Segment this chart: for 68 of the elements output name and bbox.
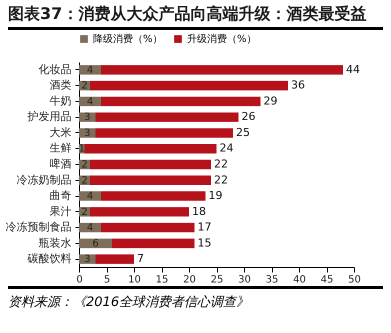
x-tick-label: 15 [156,274,168,286]
y-tick-label: 酒类 [50,78,72,92]
y-tick-label: 冷冻预制食品 [6,220,72,234]
x-tick-label: 40 [293,274,306,286]
y-tick-label: 牛奶 [50,94,72,108]
text: 资料来源：《2016全球消费者信心调查》 [8,286,383,311]
x-tick-label: 50 [348,274,361,286]
x-tick-label: 25 [210,274,224,286]
data-label: 1 [78,144,85,155]
data-label: 15 [198,236,212,250]
data-label: 36 [291,78,305,92]
bar [101,191,206,201]
data-label: 17 [198,220,212,234]
x-tick-label: 35 [266,274,278,286]
bar [79,238,112,248]
data-label: 2 [81,80,88,92]
bar [90,160,211,170]
bar [96,112,238,122]
y-tick-label: 生鲜 [50,142,72,155]
data-label: 2 [81,175,88,186]
x-tick-label: 5 [104,274,110,286]
y-tick-label: 冷冻奶制品 [16,173,72,186]
y-tick-label: 曲奇 [50,189,72,202]
bar [101,65,343,75]
legend-label: 升级消费（%） [187,33,257,45]
data-label: 2 [81,160,88,170]
data-label: 22 [214,173,228,186]
data-label: 4 [86,96,94,108]
data-label: 3 [84,128,90,139]
x-tick-label: 30 [238,274,251,286]
data-label: 2 [81,206,88,218]
data-label: 4 [86,191,94,202]
bar [90,80,288,90]
chart-title: 图表37：消费从大众产品向高端升级：酒类最受益 [8,4,383,30]
bar [96,254,134,264]
bar [90,207,189,217]
x-tick-label: 0 [76,274,83,286]
bar [96,128,233,138]
data-label: 29 [264,94,278,108]
data-label: 26 [242,110,256,124]
data-label: 4 [86,64,94,76]
y-tick-label: 啤酒 [50,158,72,170]
bar [101,222,194,232]
bar [84,144,216,154]
data-label: 22 [214,158,228,170]
y-tick-label: 大米 [50,126,72,139]
bar [112,238,194,248]
x-tick-label: 20 [183,274,196,286]
x-tick-label: 10 [128,274,141,286]
data-label: 18 [192,204,206,218]
y-tick-label: 化妆品 [38,62,72,76]
data-label: 4 [86,222,94,234]
y-tick-label: 护发用品 [26,110,72,124]
data-label: 6 [92,238,99,250]
legend-label: 降级消费（%） [93,33,163,45]
y-tick-label: 瓶装水 [38,236,72,250]
y-tick-label: 果汁 [50,204,72,218]
x-tick-label: 45 [320,274,334,286]
y-tick-label: 碳酸饮料 [26,252,72,266]
bar [90,176,211,185]
data-label: 44 [346,62,360,76]
data-label: 7 [137,252,144,266]
data-label: 24 [220,142,234,155]
data-label: 19 [208,189,222,202]
data-label: 3 [84,112,90,124]
bar [101,96,260,106]
data-label: 3 [84,254,90,266]
data-label: 25 [236,126,250,139]
